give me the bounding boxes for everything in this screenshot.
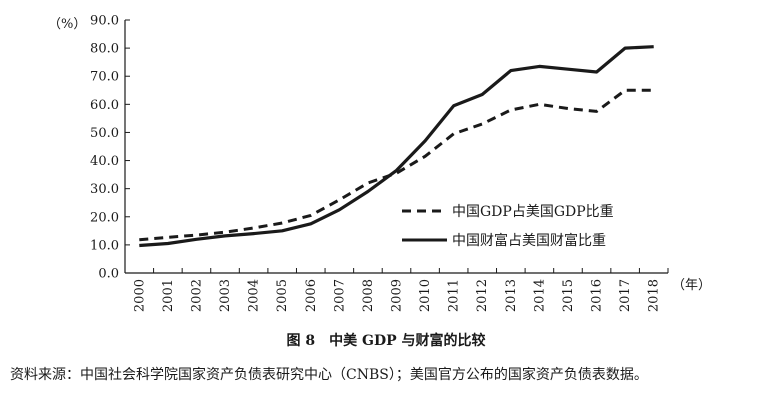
legend-label: 中国GDP占美国GDP比重 <box>452 204 614 220</box>
series-line-wealth-ratio <box>139 45 654 248</box>
figure-caption: 图 8 中美 GDP 与财富的比较 <box>286 333 486 349</box>
y-tick-label: 10.0 <box>90 238 119 253</box>
x-tick-label: 2008 <box>361 279 376 312</box>
x-tick-label: 2015 <box>561 279 576 312</box>
source-note: 资料来源：中国社会科学院国家资产负债表研究中心（CNBS）；美国官方公布的国家资… <box>10 367 648 383</box>
x-tick-label: 2012 <box>475 279 490 312</box>
x-tick-label: 2004 <box>247 279 262 312</box>
series-lines <box>139 45 654 248</box>
y-tick-label: 80.0 <box>90 42 119 57</box>
x-tick-label: 2014 <box>532 279 547 312</box>
x-tick-label: 2018 <box>647 279 662 312</box>
x-tick-labels: 2000 2001 2002 2003 2004 2005 2006 2007 2008 2009… <box>132 279 661 312</box>
y-tick-label: 60.0 <box>90 98 119 113</box>
x-tick-label: 2005 <box>275 279 290 312</box>
x-tick-label: 2009 <box>390 279 405 312</box>
x-tick-label: 2017 <box>618 279 633 312</box>
y-tick-label: 90.0 <box>90 14 119 29</box>
chart: 0.010.020.030.040.050.060.070.080.090.0 … <box>48 14 711 313</box>
y-tick-label: 70.0 <box>90 70 119 85</box>
x-tick-label: 2011 <box>447 279 462 312</box>
x-tick-label: 2007 <box>332 279 347 312</box>
x-tick-label: 2010 <box>418 279 433 312</box>
x-tick-label: 2001 <box>161 279 176 312</box>
x-tick-label: 2006 <box>304 279 319 312</box>
y-tick-label: 40.0 <box>90 154 119 169</box>
y-tick-label: 20.0 <box>90 210 119 225</box>
x-tick-label: 2016 <box>590 279 605 312</box>
x-tick-label: 2013 <box>504 279 519 312</box>
y-tick-labels: 0.0 10.0 20.0 30.0 40.0 50.0 60.0 70.0 80.0 90.0 <box>90 14 119 282</box>
x-tick-label: 2002 <box>189 279 204 312</box>
x-tick-label: 2003 <box>218 279 233 312</box>
x-axis-label: （年） <box>672 278 711 293</box>
y-tick-label: 30.0 <box>90 182 119 197</box>
y-axis-label: （%） <box>48 17 86 32</box>
y-tick-label: 0.0 <box>98 267 119 282</box>
y-tick-label: 50.0 <box>90 126 119 141</box>
legend-label: 中国财富占美国财富比重 <box>452 232 606 249</box>
x-tick-label: 2000 <box>132 279 147 312</box>
axes <box>124 19 669 274</box>
